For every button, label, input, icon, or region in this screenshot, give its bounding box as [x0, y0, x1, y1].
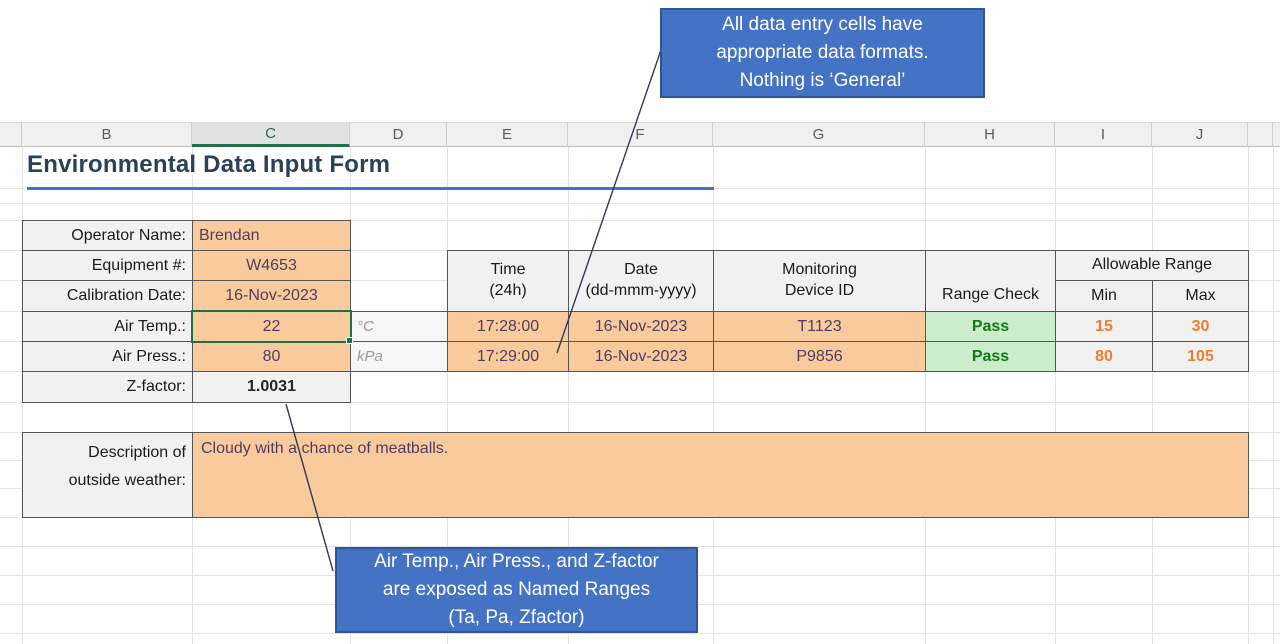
- air-temp-input-cell[interactable]: 22: [192, 311, 351, 342]
- page-title: Environmental Data Input Form: [27, 151, 391, 178]
- range-check-cell-row1[interactable]: Pass: [925, 311, 1056, 342]
- device-cell-row1[interactable]: T1123: [713, 311, 926, 342]
- calibration-date-input-cell[interactable]: 16-Nov-2023: [192, 280, 351, 312]
- equipment-number-input-cell[interactable]: W4653: [192, 250, 351, 281]
- time-cell-row1[interactable]: 17:28:00: [447, 311, 569, 342]
- air-press-input-cell[interactable]: 80: [192, 341, 351, 372]
- time-cell-row2[interactable]: 17:29:00: [447, 341, 569, 372]
- date-cell-row2[interactable]: 16-Nov-2023: [568, 341, 714, 372]
- air-press-label: Air Press.:: [22, 341, 193, 372]
- column-header-d[interactable]: D: [350, 122, 447, 147]
- range-check-cell-row2[interactable]: Pass: [925, 341, 1056, 372]
- max-cell-row2[interactable]: 105: [1152, 341, 1249, 372]
- data-formats-callout: All data entry cells have appropriate da…: [660, 8, 985, 98]
- column-header-h[interactable]: H: [925, 122, 1055, 147]
- allowable-range-header[interactable]: Allowable Range: [1055, 250, 1249, 281]
- description-input-cell[interactable]: Cloudy with a chance of meatballs.: [192, 432, 1249, 518]
- equipment-number-label: Equipment #:: [22, 250, 193, 281]
- column-header-j[interactable]: J: [1152, 122, 1248, 147]
- calibration-date-label: Calibration Date:: [22, 280, 193, 312]
- air-temp-unit-cell[interactable]: °C: [350, 311, 448, 342]
- title-underline-rule: [27, 187, 714, 190]
- column-header-e[interactable]: E: [447, 122, 568, 147]
- column-header-i[interactable]: I: [1055, 122, 1152, 147]
- description-label: Description of outside weather:: [22, 432, 193, 518]
- device-cell-row2[interactable]: P9856: [713, 341, 926, 372]
- time-column-header[interactable]: Time (24h): [447, 250, 569, 312]
- max-cell-row1[interactable]: 30: [1152, 311, 1249, 342]
- named-ranges-callout: Air Temp., Air Press., and Z-factor are …: [335, 547, 698, 633]
- column-header-c-selected[interactable]: C: [192, 122, 350, 147]
- range-check-column-header[interactable]: Range Check: [925, 250, 1056, 312]
- device-id-column-header[interactable]: Monitoring Device ID: [713, 250, 926, 312]
- min-column-header[interactable]: Min: [1055, 280, 1153, 312]
- operator-name-input-cell[interactable]: Brendan: [192, 220, 351, 251]
- column-header-k-partial[interactable]: [1248, 122, 1273, 147]
- zfactor-output-cell[interactable]: 1.0031: [192, 371, 351, 403]
- column-header-g[interactable]: G: [713, 122, 925, 147]
- zfactor-label: Z-factor:: [22, 371, 193, 403]
- air-temp-label: Air Temp.:: [22, 311, 193, 342]
- air-press-unit-cell[interactable]: kPa: [350, 341, 448, 372]
- operator-name-label: Operator Name:: [22, 220, 193, 251]
- date-column-header[interactable]: Date (dd-mmm-yyyy): [568, 250, 714, 312]
- max-column-header[interactable]: Max: [1152, 280, 1249, 312]
- min-cell-row2[interactable]: 80: [1055, 341, 1153, 372]
- date-cell-row1[interactable]: 16-Nov-2023: [568, 311, 714, 342]
- corner-header[interactable]: [0, 122, 22, 147]
- min-cell-row1[interactable]: 15: [1055, 311, 1153, 342]
- column-header-b[interactable]: B: [22, 122, 192, 147]
- column-header-f[interactable]: F: [568, 122, 713, 147]
